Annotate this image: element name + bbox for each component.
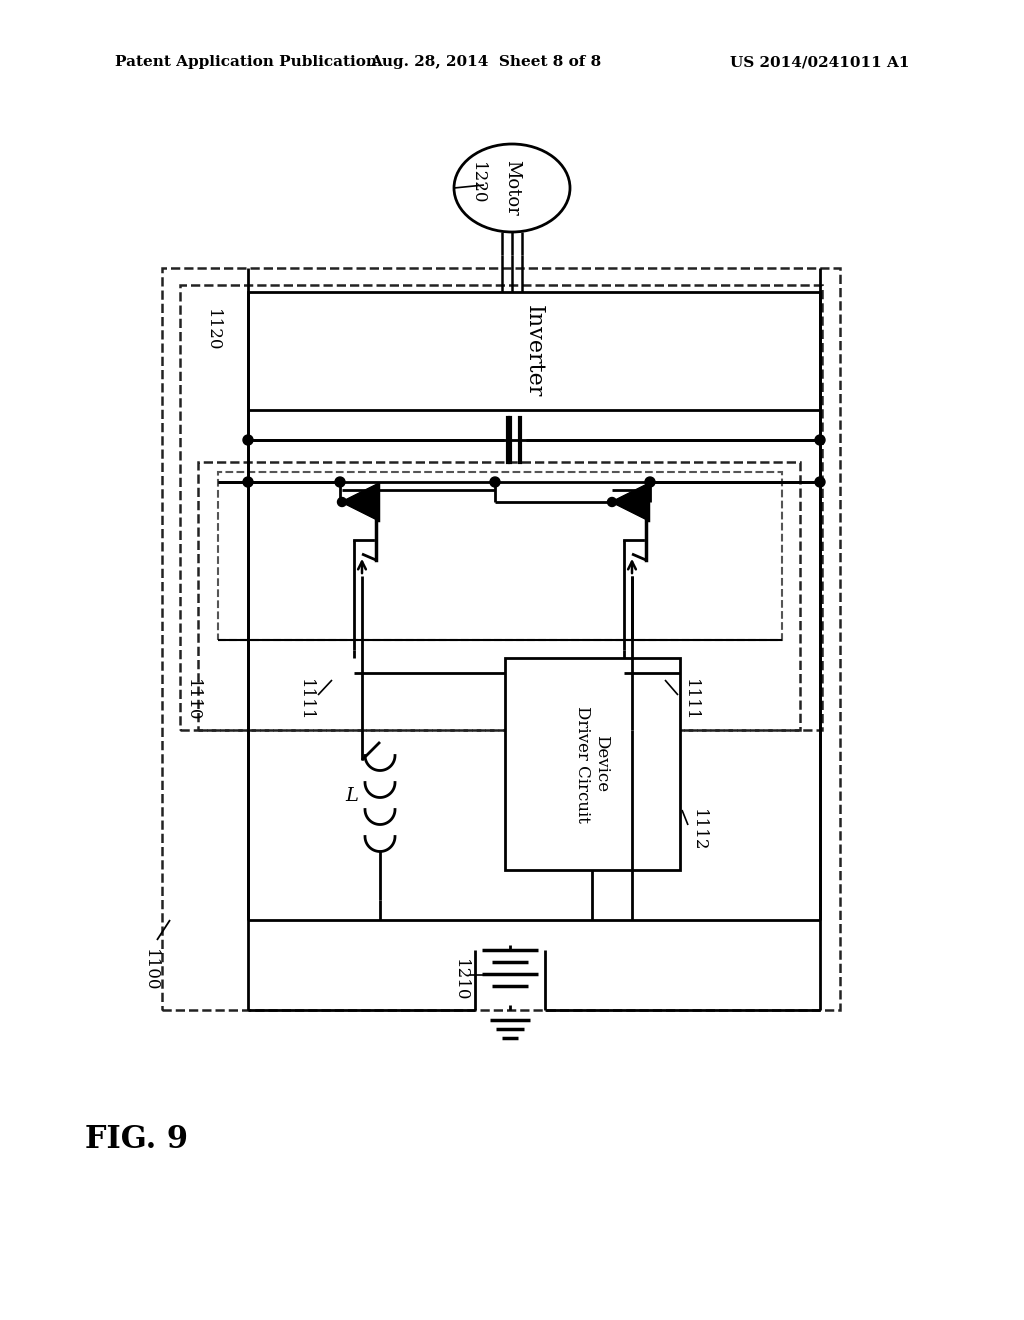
Circle shape (815, 477, 825, 487)
Bar (218, 473, 782, 640)
Text: L: L (345, 787, 358, 805)
Text: FIG. 9: FIG. 9 (85, 1125, 188, 1155)
Bar (180, 285, 822, 730)
Text: 1100: 1100 (141, 949, 159, 991)
Text: Patent Application Publication: Patent Application Publication (115, 55, 377, 69)
Text: 1110: 1110 (183, 678, 201, 721)
Text: Inverter: Inverter (523, 305, 545, 397)
Circle shape (335, 477, 345, 487)
Bar (162, 268, 840, 1010)
Text: Motor: Motor (503, 160, 521, 216)
Polygon shape (612, 484, 648, 520)
Text: 1111: 1111 (297, 678, 313, 721)
Text: US 2014/0241011 A1: US 2014/0241011 A1 (730, 55, 909, 69)
Text: Device
Driver Circuit: Device Driver Circuit (573, 706, 610, 822)
Circle shape (338, 498, 346, 507)
Ellipse shape (454, 144, 570, 232)
Circle shape (607, 498, 616, 507)
Circle shape (243, 477, 253, 487)
Text: 1112: 1112 (689, 809, 707, 851)
Text: 1220: 1220 (469, 162, 485, 205)
Text: Aug. 28, 2014  Sheet 8 of 8: Aug. 28, 2014 Sheet 8 of 8 (370, 55, 601, 69)
Text: 1120: 1120 (204, 309, 220, 351)
Polygon shape (342, 484, 378, 520)
Bar (505, 657, 680, 870)
Text: 1210: 1210 (452, 958, 469, 1002)
Circle shape (815, 436, 825, 445)
Text: 1111: 1111 (682, 678, 698, 721)
Bar (198, 462, 800, 730)
Bar (248, 292, 820, 411)
Circle shape (645, 477, 655, 487)
Circle shape (243, 436, 253, 445)
Circle shape (490, 477, 500, 487)
